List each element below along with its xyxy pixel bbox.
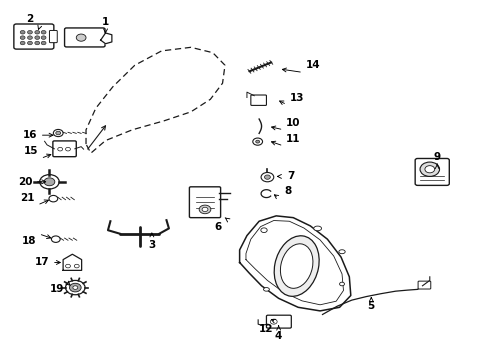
Polygon shape	[101, 33, 112, 44]
FancyBboxPatch shape	[189, 187, 220, 218]
FancyBboxPatch shape	[417, 281, 430, 289]
Text: 19: 19	[49, 284, 64, 294]
Circle shape	[252, 138, 262, 145]
Text: 18: 18	[21, 236, 36, 246]
Circle shape	[73, 286, 78, 289]
Text: 11: 11	[285, 134, 300, 144]
Circle shape	[27, 41, 32, 45]
Circle shape	[41, 36, 46, 40]
FancyBboxPatch shape	[49, 31, 57, 42]
Text: 14: 14	[305, 60, 320, 70]
Text: 10: 10	[285, 118, 300, 128]
Circle shape	[20, 31, 25, 34]
Text: 15: 15	[23, 146, 38, 156]
Text: 21: 21	[20, 193, 35, 203]
Text: 4: 4	[274, 331, 282, 341]
Text: 13: 13	[289, 93, 304, 103]
FancyBboxPatch shape	[266, 315, 291, 328]
FancyBboxPatch shape	[250, 95, 266, 105]
Text: 12: 12	[259, 324, 273, 334]
Circle shape	[35, 36, 40, 40]
Circle shape	[40, 175, 59, 189]
Circle shape	[41, 41, 46, 45]
Circle shape	[69, 283, 81, 292]
Circle shape	[424, 166, 434, 173]
Circle shape	[65, 280, 85, 295]
Text: 20: 20	[18, 177, 32, 187]
Circle shape	[27, 36, 32, 40]
Circle shape	[27, 31, 32, 34]
Circle shape	[58, 147, 62, 151]
Text: 3: 3	[148, 239, 155, 249]
Ellipse shape	[339, 282, 344, 286]
Circle shape	[202, 207, 207, 212]
Polygon shape	[63, 254, 81, 270]
Text: 6: 6	[214, 222, 221, 231]
Text: 8: 8	[284, 186, 291, 196]
Text: 2: 2	[26, 14, 34, 24]
Circle shape	[35, 41, 40, 45]
Circle shape	[199, 205, 210, 214]
Ellipse shape	[280, 244, 312, 288]
Circle shape	[65, 147, 70, 151]
FancyBboxPatch shape	[414, 158, 448, 185]
FancyBboxPatch shape	[14, 24, 54, 49]
Text: 5: 5	[367, 301, 374, 311]
Circle shape	[255, 140, 259, 143]
Circle shape	[53, 130, 63, 136]
Circle shape	[44, 178, 55, 186]
Ellipse shape	[338, 250, 345, 254]
Ellipse shape	[263, 288, 269, 291]
Ellipse shape	[260, 228, 266, 233]
Circle shape	[49, 195, 58, 202]
Circle shape	[20, 41, 25, 45]
Circle shape	[20, 36, 25, 40]
Circle shape	[76, 34, 86, 41]
Circle shape	[74, 264, 79, 268]
Ellipse shape	[274, 236, 319, 296]
Polygon shape	[239, 216, 350, 311]
FancyBboxPatch shape	[64, 28, 105, 47]
Text: 17: 17	[35, 257, 49, 267]
Circle shape	[41, 31, 46, 34]
Ellipse shape	[313, 226, 321, 231]
Circle shape	[264, 175, 270, 179]
Circle shape	[65, 264, 70, 268]
Circle shape	[51, 236, 60, 242]
Text: 9: 9	[433, 152, 440, 162]
Text: 1: 1	[102, 17, 109, 27]
Text: 16: 16	[22, 130, 37, 140]
Circle shape	[261, 172, 273, 182]
Text: 7: 7	[286, 171, 294, 181]
Circle shape	[270, 319, 277, 324]
Circle shape	[56, 131, 61, 135]
FancyBboxPatch shape	[53, 141, 76, 157]
Circle shape	[35, 31, 40, 34]
Circle shape	[419, 162, 439, 176]
